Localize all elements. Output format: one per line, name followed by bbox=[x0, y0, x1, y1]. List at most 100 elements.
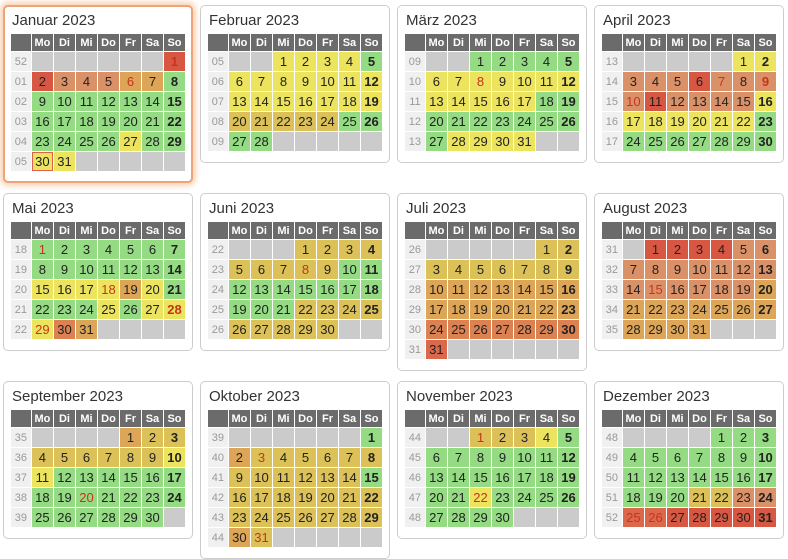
day-cell[interactable]: 23 bbox=[754, 112, 776, 131]
day-cell[interactable]: 11 bbox=[535, 448, 557, 467]
day-cell[interactable]: 25 bbox=[645, 132, 666, 151]
day-cell[interactable]: 5 bbox=[557, 52, 579, 71]
day-cell[interactable]: 28 bbox=[448, 508, 469, 527]
day-cell[interactable]: 9 bbox=[316, 260, 338, 279]
day-cell[interactable]: 12 bbox=[97, 92, 119, 111]
day-cell[interactable]: 5 bbox=[228, 260, 250, 279]
day-cell[interactable]: 5 bbox=[732, 240, 754, 259]
day-cell[interactable]: 30 bbox=[666, 320, 688, 339]
day-cell[interactable]: 25 bbox=[710, 300, 732, 319]
day-cell[interactable]: 25 bbox=[338, 112, 360, 131]
day-cell[interactable]: 22 bbox=[469, 112, 491, 131]
day-cell[interactable]: 8 bbox=[360, 448, 382, 467]
day-cell[interactable]: 15 bbox=[294, 280, 316, 299]
day-cell[interactable]: 9 bbox=[732, 448, 754, 467]
day-cell[interactable]: 5 bbox=[557, 428, 579, 447]
day-cell-today[interactable]: 30 bbox=[31, 152, 53, 171]
day-cell[interactable]: 9 bbox=[491, 448, 513, 467]
day-cell[interactable]: 4 bbox=[97, 240, 119, 259]
day-cell[interactable]: 18 bbox=[272, 488, 294, 507]
day-cell[interactable]: 16 bbox=[141, 468, 163, 487]
day-cell[interactable]: 4 bbox=[645, 72, 666, 91]
day-cell[interactable]: 26 bbox=[119, 300, 141, 319]
day-cell[interactable]: 18 bbox=[710, 280, 732, 299]
day-cell[interactable]: 3 bbox=[425, 260, 447, 279]
day-cell[interactable]: 28 bbox=[688, 508, 710, 527]
day-cell[interactable]: 18 bbox=[338, 92, 360, 111]
day-cell[interactable]: 1 bbox=[535, 240, 557, 259]
day-cell[interactable]: 24 bbox=[513, 112, 535, 131]
day-cell[interactable]: 6 bbox=[425, 448, 447, 467]
day-cell[interactable]: 25 bbox=[31, 508, 53, 527]
day-cell[interactable]: 30 bbox=[228, 528, 250, 547]
day-cell[interactable]: 4 bbox=[360, 240, 382, 259]
day-cell[interactable]: 26 bbox=[557, 112, 579, 131]
day-cell[interactable]: 15 bbox=[535, 280, 557, 299]
day-cell[interactable]: 26 bbox=[469, 320, 491, 339]
day-cell[interactable]: 28 bbox=[338, 508, 360, 527]
day-cell[interactable]: 9 bbox=[557, 260, 579, 279]
day-cell[interactable]: 29 bbox=[469, 508, 491, 527]
day-cell[interactable]: 6 bbox=[251, 260, 272, 279]
day-cell[interactable]: 8 bbox=[272, 72, 294, 91]
day-cell[interactable]: 19 bbox=[97, 112, 119, 131]
day-cell[interactable]: 2 bbox=[754, 52, 776, 71]
day-cell[interactable]: 14 bbox=[163, 260, 185, 279]
day-cell[interactable]: 19 bbox=[469, 300, 491, 319]
day-cell[interactable]: 17 bbox=[754, 468, 776, 487]
day-cell[interactable]: 27 bbox=[119, 132, 141, 151]
day-cell[interactable]: 12 bbox=[666, 92, 688, 111]
day-cell[interactable]: 11 bbox=[535, 72, 557, 91]
day-cell[interactable]: 2 bbox=[228, 448, 250, 467]
day-cell[interactable]: 11 bbox=[710, 260, 732, 279]
day-cell[interactable]: 28 bbox=[97, 508, 119, 527]
day-cell[interactable]: 9 bbox=[294, 72, 316, 91]
day-cell-holiday[interactable]: 1 bbox=[469, 428, 491, 447]
day-cell[interactable]: 17 bbox=[425, 300, 447, 319]
day-cell[interactable]: 14 bbox=[141, 92, 163, 111]
day-cell[interactable]: 9 bbox=[666, 260, 688, 279]
day-cell[interactable]: 19 bbox=[119, 280, 141, 299]
day-cell[interactable]: 11 bbox=[338, 72, 360, 91]
day-cell[interactable]: 17 bbox=[163, 468, 185, 487]
day-cell[interactable]: 18 bbox=[75, 112, 97, 131]
day-cell[interactable]: 23 bbox=[141, 488, 163, 507]
day-cell[interactable]: 12 bbox=[360, 72, 382, 91]
day-cell[interactable]: 6 bbox=[754, 240, 776, 259]
day-cell[interactable]: 23 bbox=[294, 112, 316, 131]
day-cell[interactable]: 13 bbox=[425, 92, 447, 111]
day-cell[interactable]: 20 bbox=[425, 112, 447, 131]
day-cell[interactable]: 18 bbox=[535, 92, 557, 111]
day-cell[interactable]: 8 bbox=[163, 72, 185, 91]
day-cell[interactable]: 17 bbox=[251, 488, 272, 507]
day-cell[interactable]: 27 bbox=[666, 508, 688, 527]
day-cell[interactable]: 4 bbox=[710, 240, 732, 259]
day-cell[interactable]: 8 bbox=[535, 260, 557, 279]
day-cell[interactable]: 13 bbox=[666, 468, 688, 487]
day-cell[interactable]: 21 bbox=[513, 300, 535, 319]
day-cell[interactable]: 4 bbox=[448, 260, 469, 279]
day-cell[interactable]: 22 bbox=[119, 488, 141, 507]
day-cell-holiday[interactable]: 1 bbox=[31, 240, 53, 259]
day-cell[interactable]: 29 bbox=[535, 320, 557, 339]
day-cell[interactable]: 16 bbox=[54, 280, 75, 299]
day-cell[interactable]: 3 bbox=[75, 240, 97, 259]
day-cell[interactable]: 27 bbox=[141, 300, 163, 319]
day-cell[interactable]: 31 bbox=[513, 132, 535, 151]
day-cell[interactable]: 30 bbox=[557, 320, 579, 339]
day-cell[interactable]: 16 bbox=[732, 468, 754, 487]
day-cell[interactable]: 23 bbox=[54, 300, 75, 319]
day-cell[interactable]: 2 bbox=[491, 428, 513, 447]
day-cell[interactable]: 30 bbox=[491, 508, 513, 527]
day-cell[interactable]: 22 bbox=[360, 488, 382, 507]
day-cell[interactable]: 2 bbox=[557, 240, 579, 259]
day-cell[interactable]: 17 bbox=[513, 92, 535, 111]
day-cell[interactable]: 7 bbox=[338, 448, 360, 467]
day-cell[interactable]: 22 bbox=[732, 112, 754, 131]
day-cell[interactable]: 8 bbox=[732, 72, 754, 91]
day-cell[interactable]: 7 bbox=[448, 72, 469, 91]
day-cell[interactable]: 13 bbox=[228, 92, 250, 111]
day-cell[interactable]: 25 bbox=[97, 300, 119, 319]
day-cell[interactable]: 13 bbox=[75, 468, 97, 487]
day-cell[interactable]: 23 bbox=[491, 488, 513, 507]
